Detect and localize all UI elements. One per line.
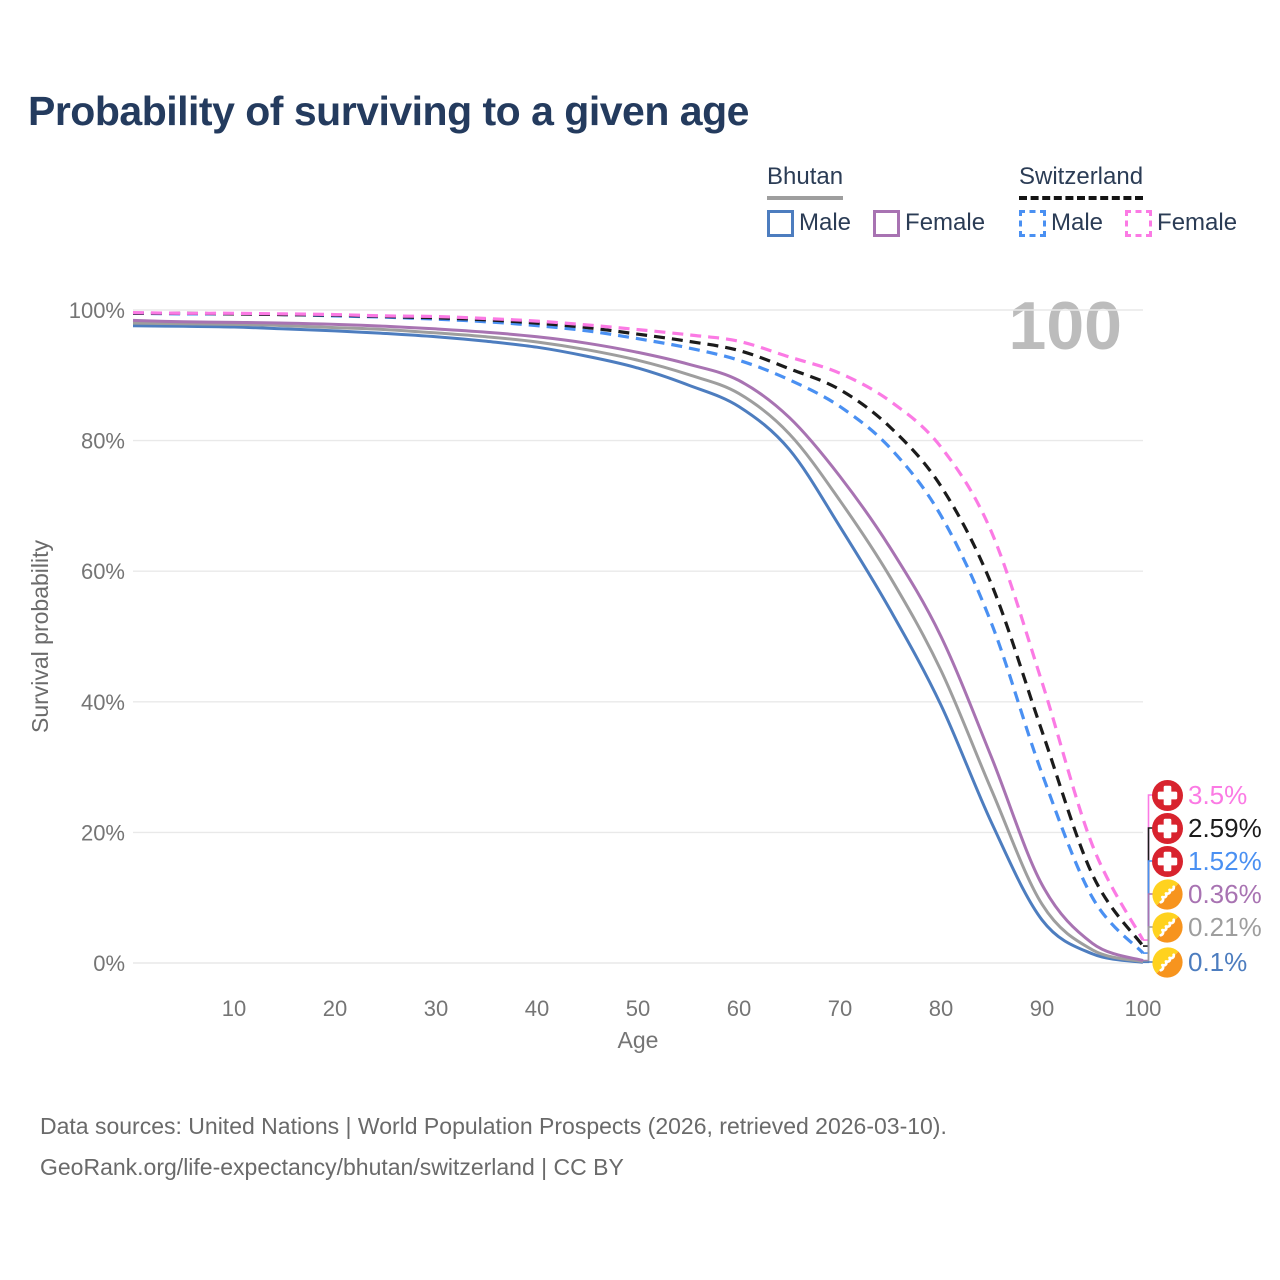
x-tick-label: 80 [929, 996, 953, 1021]
legend-item-switzerland-female[interactable]: Female [1125, 209, 1237, 237]
legend-group-switzerland: Switzerland Male Female [1019, 163, 1259, 237]
end-label-bhutan-female[interactable]: 0.36% [1152, 877, 1262, 911]
y-tick-label: 80% [81, 429, 125, 454]
end-label-bhutan-male[interactable]: 0.1% [1152, 945, 1247, 979]
x-tick-label: 40 [525, 996, 549, 1021]
x-tick-label: 50 [626, 996, 650, 1021]
x-axis-title: Age [618, 1027, 659, 1053]
x-tick-label: 90 [1030, 996, 1054, 1021]
bhutan-flag-icon [1152, 878, 1183, 910]
x-tick-label: 20 [323, 996, 347, 1021]
bhutan-female-swatch-icon [873, 209, 901, 237]
switzerland-flag-icon [1152, 845, 1183, 877]
switzerland-female-swatch-icon [1125, 209, 1153, 237]
bhutan-male-swatch-icon [767, 209, 794, 237]
bhutan-flag-icon [1152, 946, 1183, 978]
end-value-bhutan-female: 0.36% [1188, 878, 1262, 909]
bhutan-flag-icon [1152, 911, 1183, 943]
y-tick-label: 0% [93, 951, 125, 976]
x-tick-label: 70 [828, 996, 852, 1021]
end-value-bhutan-total: 0.21% [1188, 911, 1262, 942]
legend-title-bhutan: Bhutan [767, 163, 844, 200]
end-label-switzerland-female[interactable]: 3.5% [1152, 778, 1247, 812]
legend-label-switzerland-male: Male [1051, 209, 1104, 236]
legend-title-switzerland: Switzerland [1019, 163, 1144, 200]
end-value-switzerland-total: 2.59% [1188, 812, 1262, 843]
x-tick-label: 10 [222, 996, 246, 1021]
footer-attribution: GeoRank.org/life-expectancy/bhutan/switz… [40, 1154, 624, 1180]
legend-label-bhutan-male: Male [799, 209, 852, 236]
series-curve-bhutan-male[interactable] [132, 324, 1144, 964]
y-tick-label: 40% [81, 690, 125, 715]
end-value-switzerland-female: 3.5% [1188, 779, 1248, 810]
end-label-switzerland-total[interactable]: 2.59% [1152, 811, 1262, 845]
end-value-switzerland-male: 1.52% [1188, 845, 1262, 876]
series-curve-bhutan-total[interactable] [132, 321, 1144, 964]
y-tick-label: 60% [81, 559, 125, 584]
legend-item-switzerland-male[interactable]: Male [1019, 209, 1103, 237]
legend-row-bhutan: Male Female [767, 209, 1007, 237]
legend-item-bhutan-female[interactable]: Female [873, 209, 985, 237]
x-tick-label: 30 [424, 996, 448, 1021]
end-label-bhutan-total[interactable]: 0.21% [1152, 910, 1262, 944]
end-value-bhutan-male: 0.1% [1188, 946, 1248, 977]
series-curve-switzerland-male[interactable] [132, 311, 1145, 955]
y-axis-title: Survival probability [27, 539, 53, 733]
switzerland-flag-icon [1152, 779, 1183, 811]
current-age-watermark: 100 [1008, 288, 1122, 364]
x-tick-label: 100 [1125, 996, 1162, 1021]
legend-item-bhutan-male[interactable]: Male [767, 209, 851, 237]
end-label-switzerland-male[interactable]: 1.52% [1152, 844, 1262, 878]
series-curve-switzerland-total[interactable] [132, 311, 1145, 948]
y-tick-label: 100% [69, 298, 125, 323]
series-curve-switzerland-female[interactable] [132, 311, 1145, 941]
legend-label-bhutan-female: Female [905, 209, 986, 236]
series-curve-bhutan-female[interactable] [132, 318, 1144, 963]
switzerland-flag-icon [1152, 812, 1183, 844]
legend-group-bhutan: Bhutan Male Female [767, 163, 1007, 237]
page-title: Probability of surviving to a given age [28, 88, 749, 134]
x-tick-label: 60 [727, 996, 751, 1021]
switzerland-male-swatch-icon [1019, 209, 1046, 237]
footer: Data sources: United Nations | World Pop… [40, 1106, 947, 1188]
footer-data-sources: Data sources: United Nations | World Pop… [40, 1113, 947, 1139]
y-tick-label: 20% [81, 820, 125, 845]
legend-label-switzerland-female: Female [1157, 209, 1238, 236]
legend-row-switzerland: Male Female [1019, 209, 1259, 237]
